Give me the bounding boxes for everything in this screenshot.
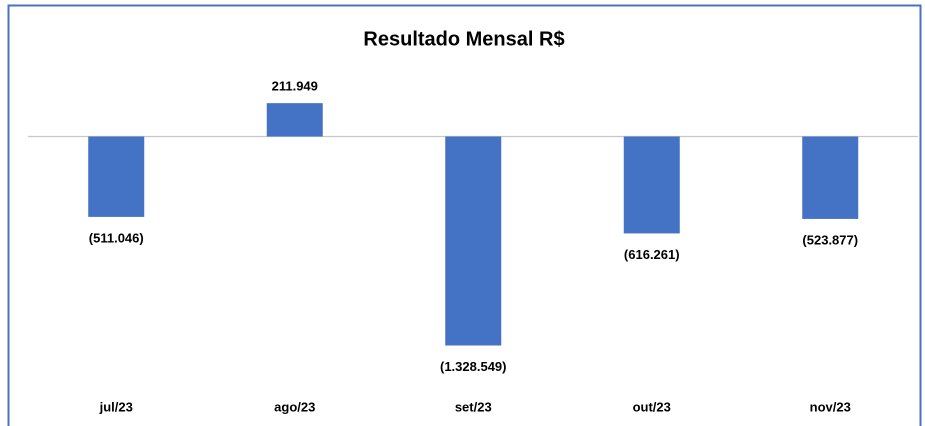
bar	[802, 136, 859, 219]
bar	[88, 136, 145, 217]
x-tick-label: ago/23	[274, 399, 315, 414]
bar	[623, 136, 680, 234]
value-label: (523.877)	[802, 232, 858, 247]
value-label: (616.261)	[624, 247, 680, 262]
x-tick-label: set/23	[455, 399, 492, 414]
value-label: 211.949	[272, 79, 318, 94]
bar	[266, 103, 323, 137]
value-label: (1.328.549)	[440, 359, 507, 374]
chart-title: Resultado Mensal R$	[363, 28, 564, 50]
frame	[7, 4, 922, 426]
x-tick-label: out/23	[633, 399, 671, 414]
bar	[445, 136, 502, 346]
x-tick-label: jul/23	[99, 399, 133, 414]
value-label: (511.046)	[89, 230, 144, 245]
x-tick-label: nov/23	[810, 399, 851, 414]
